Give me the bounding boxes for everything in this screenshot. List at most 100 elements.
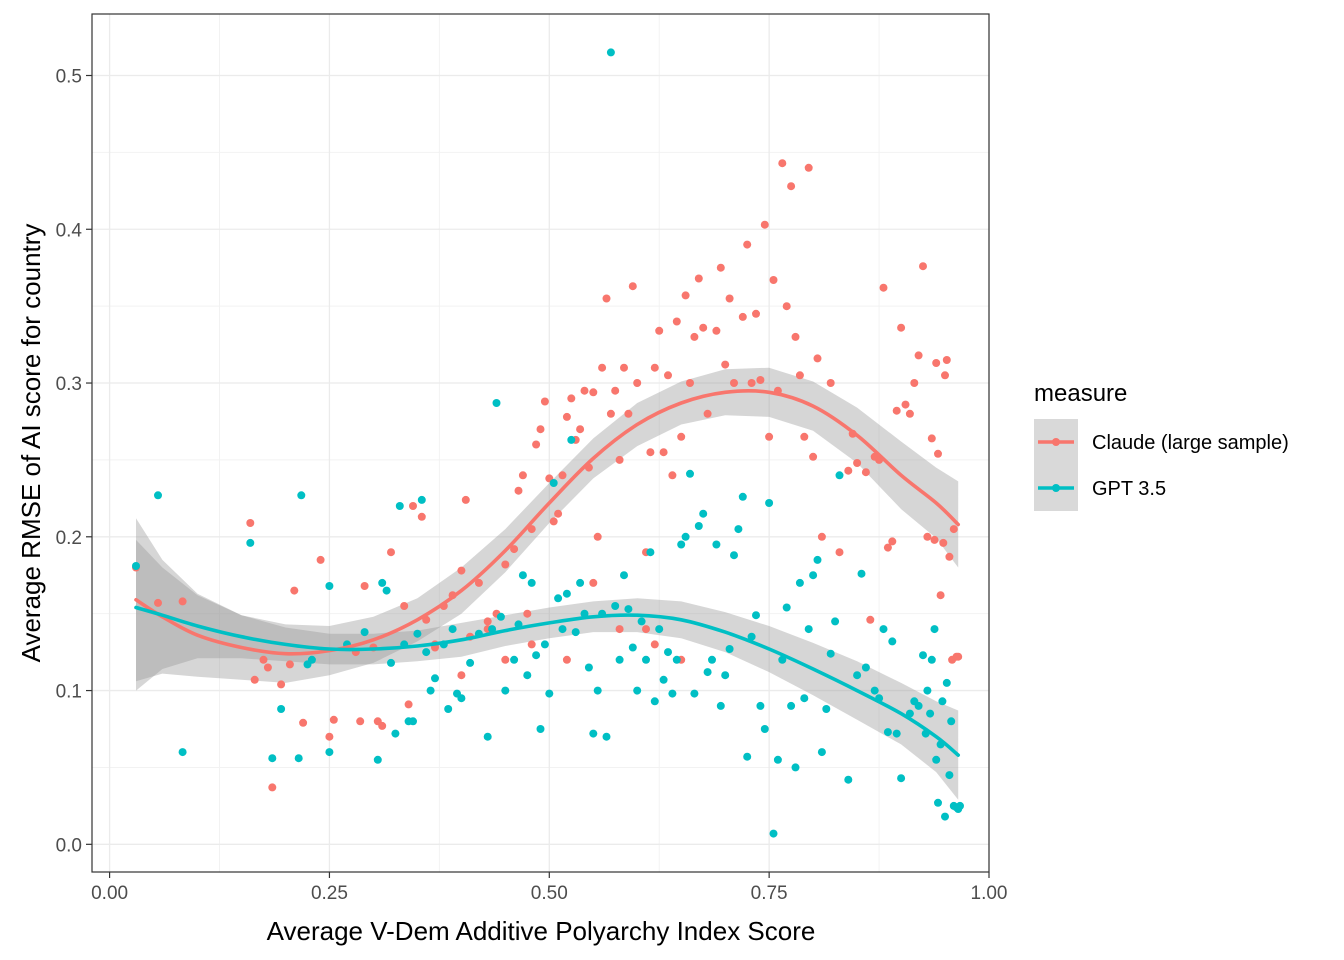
- data-point-1: [549, 479, 558, 487]
- data-point-0: [954, 652, 963, 661]
- data-point-1: [747, 632, 756, 641]
- data-point-1: [686, 469, 694, 478]
- data-point-0: [527, 640, 536, 649]
- x-axis: 0.00 0.25 0.50 0.75 1.00: [91, 872, 1007, 904]
- data-point-1: [492, 399, 501, 407]
- data-point-1: [448, 625, 457, 634]
- data-point-0: [927, 434, 936, 443]
- data-point-1: [919, 651, 927, 660]
- data-point-1: [831, 617, 840, 626]
- data-point-1: [611, 602, 620, 610]
- data-point-0: [523, 609, 532, 618]
- data-point-0: [949, 525, 958, 534]
- data-point-1: [930, 625, 939, 634]
- data-point-0: [611, 386, 620, 395]
- data-point-0: [562, 655, 571, 664]
- data-point-1: [897, 774, 906, 783]
- data-point-1: [558, 625, 567, 634]
- data-point-1: [947, 717, 956, 726]
- data-point-1: [716, 701, 725, 710]
- data-point-1: [501, 686, 510, 695]
- data-point-0: [593, 532, 602, 541]
- data-point-1: [360, 628, 369, 637]
- data-point-1: [554, 594, 563, 603]
- data-point-1: [518, 571, 527, 580]
- data-point-0: [246, 519, 255, 527]
- data-point-1: [523, 671, 532, 680]
- data-point-1: [268, 754, 277, 763]
- data-point-1: [800, 694, 809, 703]
- data-point-1: [382, 586, 391, 595]
- data-point-0: [901, 400, 910, 409]
- data-point-1: [422, 648, 431, 657]
- data-point-1: [734, 525, 743, 534]
- data-point-0: [826, 379, 835, 387]
- data-point-0: [813, 354, 822, 363]
- data-point-0: [942, 356, 951, 364]
- data-point-0: [549, 517, 558, 526]
- data-point-0: [263, 663, 272, 672]
- data-point-0: [936, 591, 945, 600]
- data-point-0: [721, 360, 730, 369]
- data-point-1: [325, 582, 334, 590]
- data-point-0: [923, 532, 932, 541]
- data-point-1: [730, 551, 738, 560]
- data-point-0: [562, 412, 571, 421]
- data-point-0: [778, 159, 787, 168]
- data-point-1: [154, 491, 162, 500]
- data-point-1: [409, 717, 417, 726]
- data-point-0: [606, 409, 615, 418]
- data-point-0: [400, 602, 409, 610]
- data-point-1: [584, 663, 593, 672]
- data-point-0: [945, 552, 954, 561]
- data-point-0: [457, 671, 466, 680]
- x-tick-label: 0.00: [91, 883, 128, 904]
- y-tick-label: 0.5: [56, 67, 82, 88]
- data-point-1: [956, 801, 964, 810]
- data-point-0: [716, 263, 725, 272]
- data-point-1: [606, 48, 615, 57]
- data-point-0: [853, 459, 862, 467]
- data-point-0: [461, 495, 470, 504]
- data-point-0: [817, 532, 826, 541]
- data-point-1: [589, 729, 598, 738]
- data-point-0: [725, 294, 734, 303]
- data-point-1: [756, 701, 765, 710]
- legend-label-claude: Claude (large sample): [1092, 432, 1289, 454]
- data-point-1: [817, 748, 826, 757]
- data-point-0: [791, 332, 800, 341]
- data-point-0: [879, 283, 888, 292]
- data-point-0: [417, 512, 426, 521]
- data-point-0: [154, 598, 162, 607]
- data-point-0: [558, 471, 567, 480]
- data-point-0: [554, 509, 563, 518]
- data-point-1: [712, 540, 721, 549]
- x-tick-label: 0.50: [531, 883, 568, 904]
- data-point-1: [277, 705, 286, 713]
- data-point-1: [681, 532, 690, 541]
- data-point-0: [677, 432, 686, 441]
- data-point-1: [804, 625, 813, 634]
- data-point-1: [672, 655, 681, 664]
- data-point-0: [738, 312, 747, 321]
- data-point-1: [571, 628, 580, 637]
- data-point-0: [844, 466, 853, 475]
- data-point-1: [620, 571, 628, 580]
- legend-label-gpt: GPT 3.5: [1092, 478, 1166, 500]
- data-point-0: [580, 386, 589, 395]
- data-point-1: [602, 732, 611, 741]
- data-point-0: [809, 452, 818, 461]
- data-point-1: [391, 729, 400, 738]
- data-point-1: [132, 562, 140, 570]
- data-point-0: [782, 302, 791, 311]
- data-point-1: [646, 548, 655, 557]
- data-point-0: [628, 282, 637, 291]
- data-point-1: [844, 775, 853, 784]
- data-point-1: [483, 732, 492, 741]
- data-point-1: [395, 502, 404, 510]
- y-axis: 0.0 0.1 0.2 0.3 0.4 0.5: [56, 67, 92, 856]
- data-point-0: [620, 363, 628, 372]
- data-point-1: [615, 655, 624, 664]
- data-point-0: [861, 468, 870, 477]
- data-point-1: [633, 686, 642, 695]
